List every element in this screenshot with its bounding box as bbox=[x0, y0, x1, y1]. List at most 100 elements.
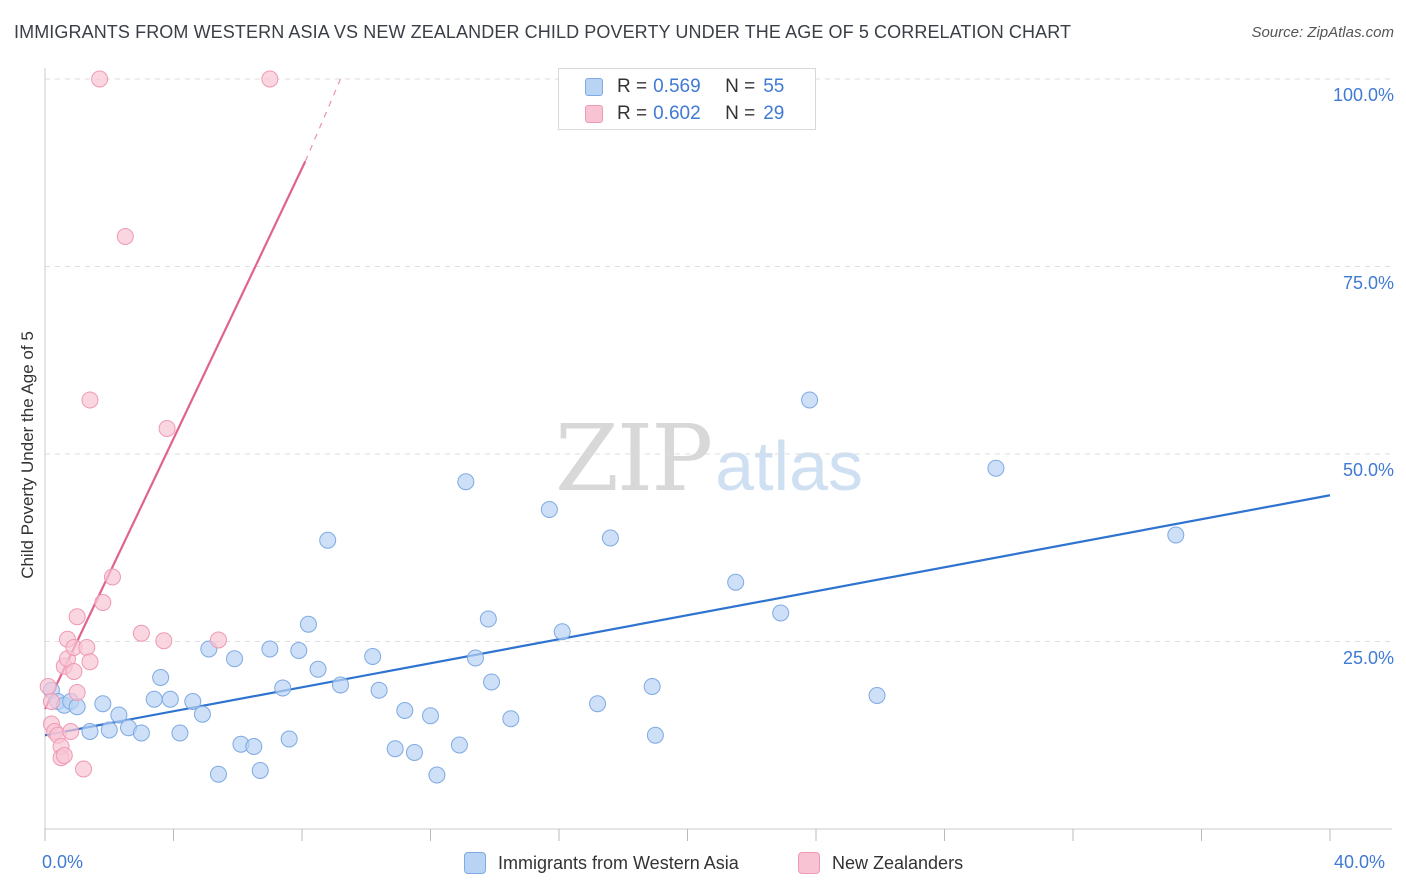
blue-data-point bbox=[145, 690, 163, 708]
blue-data-point bbox=[299, 615, 317, 633]
pink-data-point bbox=[62, 723, 80, 740]
pink-data-point bbox=[132, 624, 150, 642]
blue-data-point bbox=[643, 678, 661, 695]
chart-title: IMMIGRANTS FROM WESTERN ASIA VS NEW ZEAL… bbox=[14, 22, 1072, 42]
blue-data-point bbox=[261, 640, 279, 658]
blue-data-point bbox=[100, 721, 118, 739]
blue-data-point bbox=[319, 531, 337, 549]
blue-data-point bbox=[502, 710, 520, 728]
y-tick-label: 75.0% bbox=[1342, 272, 1394, 293]
pink-data-point bbox=[81, 391, 99, 409]
blue-data-point bbox=[1167, 526, 1185, 544]
legend-swatch-pink bbox=[585, 105, 603, 123]
y-tick-label: 25.0% bbox=[1342, 647, 1394, 668]
blue-data-point bbox=[209, 765, 227, 783]
blue-data-point bbox=[466, 649, 484, 667]
pink-data-point bbox=[155, 632, 173, 650]
blue-data-point bbox=[553, 623, 571, 641]
blue-data-point bbox=[274, 679, 292, 697]
blue-data-point bbox=[171, 724, 189, 742]
blue-data-point bbox=[68, 698, 86, 716]
pink-data-point bbox=[94, 594, 112, 611]
y-tick-label: 100.0% bbox=[1332, 85, 1394, 105]
trend-lines bbox=[44, 78, 1331, 737]
legend-item-pink: New Zealanders bbox=[798, 852, 963, 874]
blue-data-point bbox=[132, 724, 150, 742]
blue-data-point bbox=[309, 660, 327, 678]
blue-data-point bbox=[193, 705, 211, 723]
blue-data-point bbox=[479, 610, 497, 628]
blue-data-point bbox=[332, 676, 350, 694]
blue-trend-line bbox=[44, 494, 1331, 737]
blue-data-point bbox=[601, 529, 619, 547]
legend-r-label: R = bbox=[617, 76, 648, 97]
pink-data-point bbox=[158, 420, 176, 437]
data-points bbox=[39, 70, 1185, 784]
blue-data-point bbox=[370, 681, 388, 699]
blue-data-point bbox=[589, 695, 607, 713]
correlation-legend: R = 0.569 N = 55 R = 0.602 N = 29 bbox=[558, 68, 816, 130]
pink-data-point bbox=[55, 747, 73, 764]
blue-data-point bbox=[405, 744, 423, 761]
blue-data-point bbox=[81, 723, 99, 740]
legend-r-value: 0.569 bbox=[653, 76, 701, 97]
blue-data-point bbox=[428, 766, 446, 784]
legend-n-label: N = bbox=[725, 103, 756, 124]
blue-data-point bbox=[540, 501, 558, 518]
blue-data-point bbox=[386, 740, 404, 758]
source-credit: Source: ZipAtlas.com bbox=[1251, 24, 1394, 41]
legend-label-pink: New Zealanders bbox=[832, 852, 964, 873]
pink-trend-line bbox=[44, 161, 307, 710]
legend-r-value: 0.602 bbox=[653, 103, 701, 124]
blue-data-point bbox=[646, 726, 664, 744]
x-tick-label-max: 40.0% bbox=[1334, 852, 1386, 872]
blue-data-point bbox=[483, 673, 501, 691]
pink-data-point bbox=[75, 760, 93, 778]
legend-row-blue: R = 0.569 N = 55 bbox=[585, 75, 785, 99]
blue-data-point bbox=[245, 738, 263, 755]
blue-data-point bbox=[801, 391, 819, 409]
y-tick-label: 50.0% bbox=[1342, 460, 1394, 480]
blue-data-point bbox=[450, 736, 468, 754]
pink-data-point bbox=[65, 663, 83, 680]
gridlines bbox=[45, 78, 1392, 642]
pink-data-point bbox=[103, 568, 121, 586]
pink-trend-extension bbox=[304, 78, 342, 162]
legend-swatch-pink bbox=[798, 852, 820, 874]
legend-n-value: 29 bbox=[763, 103, 785, 124]
pink-data-point bbox=[42, 693, 60, 710]
pink-data-point bbox=[78, 639, 96, 656]
pink-data-point bbox=[261, 70, 279, 88]
legend-n-value: 55 bbox=[763, 76, 785, 97]
blue-data-point bbox=[184, 693, 202, 710]
blue-data-point bbox=[457, 473, 475, 491]
x-tick-label-min: 0.0% bbox=[42, 852, 84, 872]
blue-data-point bbox=[987, 459, 1005, 477]
blue-data-point bbox=[422, 707, 439, 725]
blue-data-point bbox=[251, 762, 269, 779]
legend-r-label: R = bbox=[617, 103, 648, 124]
pink-data-point bbox=[209, 631, 227, 649]
y-axis-label: Child Poverty Under the Age of 5 bbox=[18, 331, 37, 579]
blue-data-point bbox=[396, 702, 414, 719]
blue-data-point bbox=[226, 650, 244, 668]
legend-swatch-blue bbox=[464, 852, 486, 874]
blue-data-point bbox=[152, 669, 170, 686]
pink-data-point bbox=[91, 70, 109, 88]
blue-data-point bbox=[110, 706, 128, 724]
pink-data-point bbox=[116, 228, 134, 245]
legend-item-blue: Immigrants from Western Asia bbox=[464, 852, 739, 874]
legend-n-label: N = bbox=[725, 76, 756, 97]
blue-data-point bbox=[161, 690, 179, 708]
blue-data-point bbox=[868, 687, 886, 704]
pink-data-point bbox=[68, 684, 86, 701]
blue-data-point bbox=[94, 695, 112, 713]
legend-label-blue: Immigrants from Western Asia bbox=[498, 852, 739, 873]
blue-data-point bbox=[290, 642, 308, 659]
blue-data-point bbox=[280, 730, 298, 748]
pink-data-point bbox=[68, 608, 86, 626]
pink-data-point bbox=[81, 653, 99, 671]
blue-data-point bbox=[772, 604, 790, 622]
blue-data-point bbox=[364, 648, 382, 665]
